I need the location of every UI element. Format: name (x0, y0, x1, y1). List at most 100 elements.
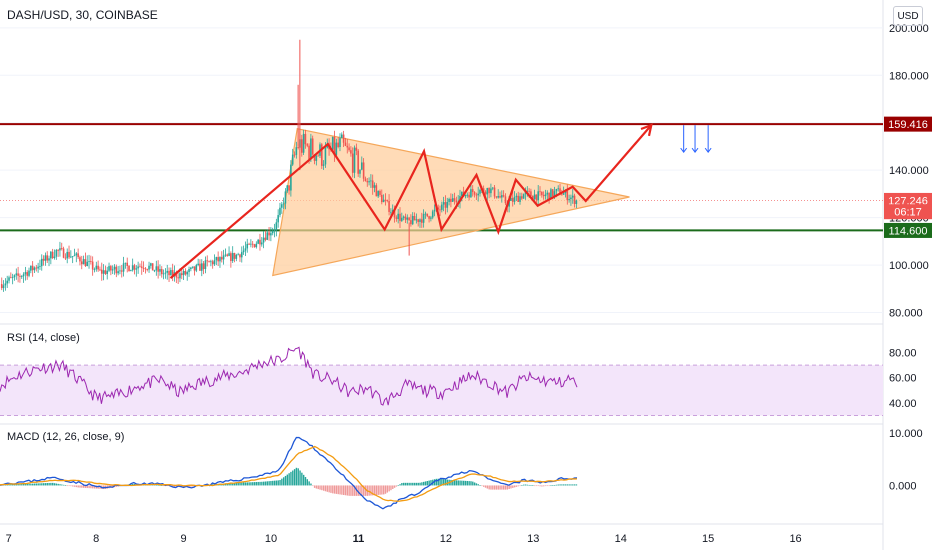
macd-bar (275, 480, 278, 486)
candle-body (320, 144, 323, 166)
macd-bar (277, 480, 279, 486)
candle-body (8, 277, 10, 281)
macd-bar (406, 482, 409, 486)
candle-body (255, 243, 258, 248)
macd-bar (550, 485, 552, 487)
candle-body (164, 272, 167, 274)
candle-body (288, 185, 290, 191)
macd-bar (375, 485, 378, 496)
macd-bar (73, 485, 76, 487)
candle-body (286, 185, 289, 192)
macd-bar (30, 483, 32, 486)
macd-bar (55, 483, 58, 486)
macd-bar (479, 485, 481, 486)
candle-body (155, 266, 158, 271)
candle-body (421, 219, 423, 223)
macd-bar (539, 485, 541, 487)
macd-bar (292, 470, 294, 486)
macd-bar (359, 485, 361, 496)
macd-bar (566, 484, 569, 486)
macd-bar (301, 472, 303, 486)
macd-bar (559, 484, 561, 486)
candle-body (68, 251, 70, 258)
candle-body (415, 219, 418, 221)
candle-body (402, 216, 405, 218)
macd-bar (555, 484, 558, 486)
candle-body (80, 261, 83, 265)
macd-bar (384, 485, 387, 494)
candle-body (46, 255, 49, 261)
macd-bar (395, 485, 398, 487)
candle-body (535, 194, 538, 201)
macd-bar (152, 484, 154, 486)
rsi-tick-label: 80.00 (889, 348, 917, 360)
candle-body (57, 249, 59, 251)
candle-body (197, 263, 199, 266)
macd-bar (41, 483, 43, 486)
projection-arrowhead (640, 123, 653, 137)
candle-body (502, 195, 505, 197)
macd-bar (552, 485, 554, 486)
macd-bar (33, 483, 36, 486)
macd-bar (282, 477, 285, 486)
candle-body (193, 266, 196, 271)
candle-body (213, 260, 216, 265)
price-label-box (884, 222, 932, 238)
macd-bar (508, 485, 510, 489)
candle-body (262, 237, 265, 243)
macd-bar (393, 485, 396, 488)
candle-body (162, 273, 165, 275)
candle-body (228, 253, 230, 256)
macd-bar (426, 480, 429, 486)
candle-body (271, 231, 274, 234)
candle-body (135, 268, 138, 270)
candle-body (297, 147, 299, 148)
candle-body (566, 190, 569, 201)
macd-bar (319, 485, 321, 490)
candle-body (471, 189, 474, 192)
macd-bar (162, 485, 165, 487)
macd-bar (259, 481, 261, 486)
macd-bar (224, 483, 227, 486)
macd-bar (159, 485, 161, 486)
candle-body (182, 271, 185, 276)
candle-body (6, 280, 9, 284)
candle-body (337, 142, 339, 147)
price-label-box (884, 192, 932, 208)
candle-body (19, 275, 21, 277)
macd-bar (72, 485, 74, 487)
candle-body (137, 266, 139, 269)
candle-body (335, 142, 338, 156)
macd-bar (330, 485, 332, 493)
price-label: 06:17 (894, 207, 922, 219)
macd-bar (44, 483, 47, 486)
macd-bar (382, 485, 385, 495)
candle-body (401, 217, 403, 221)
currency-selector[interactable]: USD (893, 6, 923, 26)
zigzag-projection (169, 124, 653, 279)
candle-body (99, 269, 101, 271)
candle-body (273, 230, 276, 232)
down-arrow-head (691, 147, 699, 153)
candle-body (186, 272, 189, 275)
macd-bar (81, 485, 83, 488)
macd-bar (339, 485, 341, 495)
candle-body (102, 270, 105, 274)
macd-bar (563, 484, 565, 486)
candle-body (117, 271, 119, 274)
candle-body (479, 189, 481, 194)
candle-body (431, 211, 434, 218)
macd-bar (453, 480, 456, 486)
candle-body (381, 194, 383, 203)
macd-bar (42, 483, 45, 486)
candle-body (211, 261, 214, 265)
candle-body (350, 150, 352, 154)
candle-body (441, 204, 443, 210)
macd-bar (192, 485, 194, 487)
macd-bar (515, 485, 518, 487)
macd-bar (15, 484, 18, 486)
candle-body (157, 266, 159, 272)
candle-body (279, 207, 281, 216)
candle-body (206, 260, 209, 262)
